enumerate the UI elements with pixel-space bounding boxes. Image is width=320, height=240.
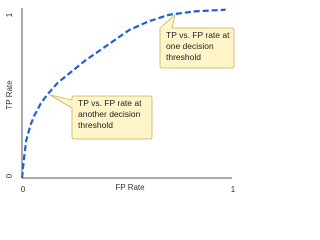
callout-box <box>159 13 235 69</box>
callout-box <box>49 94 153 140</box>
annotation-text: another decision <box>78 109 141 119</box>
x-tick-label: 1 <box>231 185 236 194</box>
y-tick-label: 1 <box>5 12 14 17</box>
roc-curve <box>20 8 226 179</box>
annotations <box>49 13 235 140</box>
annotation-text: one decision <box>166 41 214 51</box>
x-axis-label: FP Rate <box>115 183 145 192</box>
y-tick-label: 0 <box>5 173 14 178</box>
annotation-text: threshold <box>78 120 113 130</box>
annotation-text: threshold <box>166 52 201 62</box>
x-tick-label: 0 <box>21 185 26 194</box>
annotation-text: TP vs. FP rate at <box>166 30 230 40</box>
y-axis-label: TP Rate <box>5 80 14 110</box>
annotation-text: TP vs. FP rate at <box>78 98 142 108</box>
